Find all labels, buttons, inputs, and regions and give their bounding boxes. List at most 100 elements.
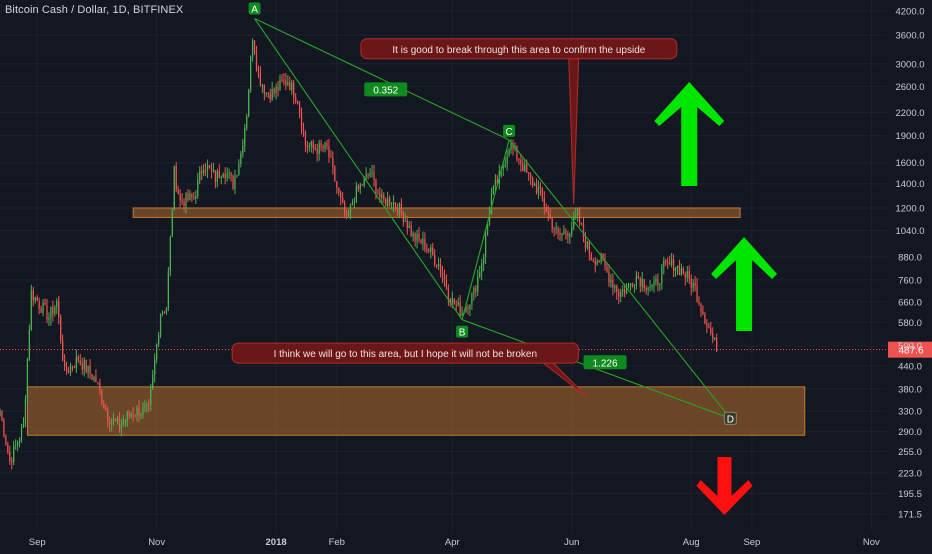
zones xyxy=(26,207,806,436)
candle-body xyxy=(678,265,681,276)
candle-body xyxy=(575,214,577,216)
candle xyxy=(614,284,616,293)
candle-body xyxy=(189,193,191,201)
candle-body xyxy=(383,194,385,200)
candle-body xyxy=(122,421,124,425)
harmonic-pattern: A B C D 0.352 1.226 xyxy=(248,2,737,425)
candle-body xyxy=(48,317,50,320)
candle-body xyxy=(93,376,95,380)
y-tick-label: 2600.0 xyxy=(895,82,924,93)
y-tick-label: 1040.0 xyxy=(895,226,924,237)
candle xyxy=(204,162,207,177)
candle-body xyxy=(63,360,66,367)
candle-body xyxy=(295,97,297,102)
candle-body xyxy=(590,253,592,261)
candle xyxy=(107,406,109,428)
candle xyxy=(629,283,632,291)
candle-body xyxy=(87,365,89,373)
candle xyxy=(389,195,391,207)
candle-body xyxy=(606,266,608,272)
y-tick-label: 330.0 xyxy=(898,407,922,418)
candle-body xyxy=(273,88,275,94)
candle xyxy=(616,284,618,301)
candle-body xyxy=(347,213,350,215)
candle xyxy=(596,258,598,266)
candle-body xyxy=(461,313,463,316)
candle xyxy=(69,362,72,376)
candle-body xyxy=(267,92,269,94)
candle xyxy=(283,73,285,86)
y-tick-label: 440.0 xyxy=(898,361,922,372)
pattern-line-ab xyxy=(254,18,463,320)
candle xyxy=(402,210,404,227)
candle-body xyxy=(582,224,585,238)
candle xyxy=(293,79,295,105)
candle-body xyxy=(253,40,256,54)
candle-body xyxy=(11,461,13,463)
candle-body xyxy=(561,233,563,235)
x-tick-label: Aug xyxy=(683,537,700,548)
candle xyxy=(63,353,66,371)
x-tick-label: Feb xyxy=(329,537,345,548)
candle xyxy=(684,271,686,286)
candle-body xyxy=(206,164,209,171)
candle-body xyxy=(559,233,561,235)
candle xyxy=(492,185,495,195)
candle xyxy=(248,88,250,118)
point-c-label: C xyxy=(505,127,512,138)
candle-body xyxy=(226,173,228,178)
candle xyxy=(110,418,113,432)
candle xyxy=(486,224,489,236)
y-tick-label: 580.0 xyxy=(898,318,922,329)
candle-body xyxy=(475,287,477,292)
candle-body xyxy=(161,312,164,315)
candle xyxy=(569,232,571,244)
candle xyxy=(34,296,36,304)
candle-body xyxy=(214,170,217,183)
candle-body xyxy=(549,213,551,219)
candle xyxy=(224,167,226,185)
candle-body xyxy=(455,304,457,306)
candle xyxy=(700,302,702,318)
candle xyxy=(483,253,485,272)
candle-body xyxy=(13,445,15,463)
candle xyxy=(136,405,138,422)
candle xyxy=(712,327,714,344)
candle-body xyxy=(330,156,332,158)
candle-body xyxy=(244,128,246,146)
candle-body xyxy=(400,203,403,213)
candle-body xyxy=(232,175,234,189)
candle xyxy=(549,208,551,220)
candle xyxy=(159,313,162,339)
candle xyxy=(183,197,185,212)
candle-body xyxy=(144,406,146,408)
candle xyxy=(296,100,299,105)
candle xyxy=(246,113,248,131)
candle xyxy=(383,192,385,204)
candle-body xyxy=(167,270,170,309)
candle-body xyxy=(612,279,614,288)
candle xyxy=(220,175,222,185)
y-tick-label: 880.0 xyxy=(898,252,922,263)
callout-box xyxy=(360,38,678,60)
candle-body xyxy=(246,116,248,129)
candle xyxy=(26,357,29,406)
candle-body xyxy=(328,146,330,157)
candle xyxy=(334,165,336,182)
candle xyxy=(50,306,52,326)
candle xyxy=(459,294,461,318)
candle xyxy=(1,410,3,422)
candle-body xyxy=(496,180,498,184)
candle-body xyxy=(83,360,85,370)
candle xyxy=(85,359,87,374)
candle xyxy=(404,213,406,223)
candle-body xyxy=(163,312,166,314)
candle xyxy=(114,418,117,422)
candle xyxy=(539,182,542,196)
candle xyxy=(316,143,318,162)
candle-body xyxy=(224,173,226,178)
candle xyxy=(161,310,164,317)
